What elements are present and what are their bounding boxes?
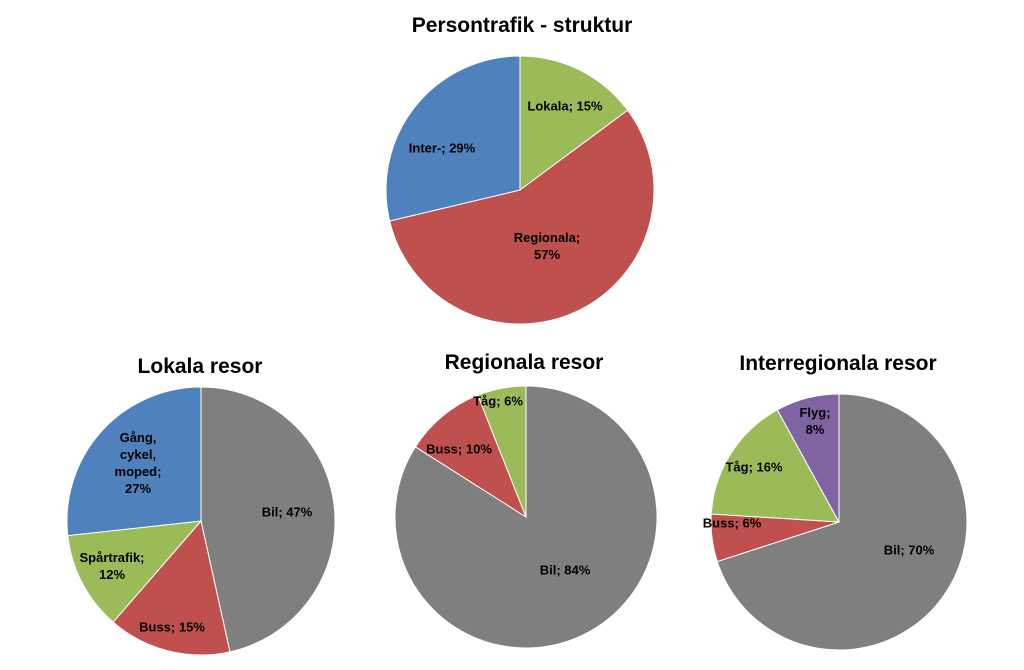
slice-label-lokala: Lokala; 15% (527, 99, 603, 114)
slice-label-gang-cykel-moped: Gång, cykel, moped; 27% (115, 430, 162, 496)
chart-title-persontrafik: Persontrafik - struktur (411, 14, 633, 37)
slice-label-buss: Buss; 10% (426, 442, 492, 457)
pie-slice-gang-cykel-moped (66, 386, 202, 537)
pie-slice-tag (710, 409, 840, 523)
slice-label-tag: Tåg; 6% (473, 394, 523, 409)
slice-label-tag: Tåg; 16% (725, 460, 783, 475)
pie-slice-buss (112, 519, 231, 656)
chart-title-regionala-resor: Regionala resor (444, 351, 604, 374)
pie-slice-spartrafik (67, 520, 203, 623)
pie-interregionala-resor: Bil; 70% Buss; 6% Tåg; 16% Flyg; 8% (703, 393, 968, 651)
pie-slice-flyg (776, 393, 840, 523)
slice-label-flyg: Flyg; 8% (799, 405, 830, 437)
chart-title-interregionala-resor: Interregionala resor (739, 352, 937, 375)
pie-slice-regionala (389, 109, 655, 325)
slice-label-buss: Buss; 15% (139, 620, 205, 635)
pie-slice-lokala (519, 55, 629, 191)
pie-lokala-resor: Bil; 47% Buss; 15% Spårtrafik; 12% Gång, cyke… (66, 386, 336, 656)
pie-regionala-resor: Bil; 84% Buss; 10% Tåg; 6% (394, 385, 658, 649)
slice-label-inter: Inter-; 29% (409, 141, 476, 156)
pie-slice-inter (385, 55, 521, 222)
slice-label-bil: Bil; 70% (884, 543, 935, 558)
pie-persontrafik-struktur: Lokala; 15% Regionala; 57% Inter-; 29% (385, 55, 655, 325)
pie-slice-tag (477, 385, 527, 518)
chart-title-lokala-resor: Lokala resor (137, 355, 263, 378)
slice-label-buss: Buss; 6% (703, 516, 762, 531)
pie-slice-bil (200, 386, 336, 653)
slice-label-spartrafik: Spårtrafik; 12% (79, 550, 144, 582)
pie-slice-bil (394, 385, 658, 649)
pie-slice-bil (716, 393, 968, 651)
slice-label-bil: Bil; 84% (540, 563, 591, 578)
pie-slice-buss (414, 394, 528, 519)
slice-label-bil: Bil; 47% (262, 505, 313, 520)
slice-label-regionala: Regionala; 57% (514, 230, 580, 262)
